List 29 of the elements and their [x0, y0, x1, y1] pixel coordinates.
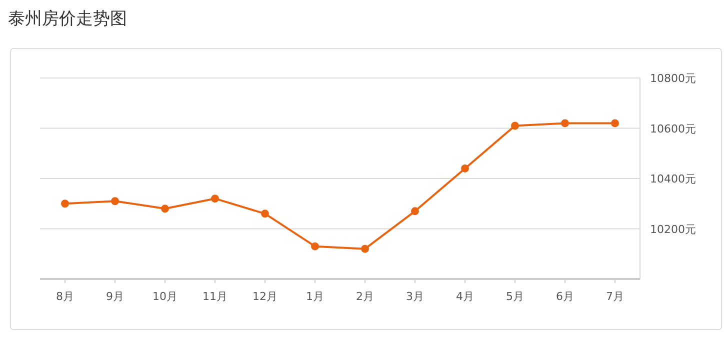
title: 泰州房价走势图 [8, 9, 127, 29]
point [211, 194, 219, 203]
y-tick-label: 10200元 [650, 222, 696, 236]
point [361, 244, 369, 253]
point [561, 119, 569, 128]
point [511, 122, 519, 130]
x-tick-label: 3月 [406, 290, 424, 303]
point [411, 207, 419, 216]
point [611, 119, 619, 128]
x-tick-label: 11月 [202, 290, 228, 303]
x-tick-label: 4月 [456, 290, 474, 303]
y-tick-label: 10400元 [650, 172, 696, 186]
point [311, 242, 319, 250]
x-tick-label: 9月 [106, 290, 124, 303]
x-tick-label: 10月 [152, 290, 178, 303]
x-tick-label: 1月 [306, 290, 324, 303]
point [261, 210, 269, 218]
point [161, 204, 169, 213]
point [61, 200, 69, 208]
x-tick-label: 2月 [356, 290, 374, 303]
point [461, 164, 469, 172]
x-tick-label: 5月 [506, 290, 524, 303]
x-tick-label: 8月 [56, 290, 74, 303]
y-tick-label: 10800元 [650, 72, 696, 85]
x-tick-label: 6月 [556, 290, 574, 303]
x-tick-label: 7月 [606, 290, 624, 303]
point [111, 197, 119, 206]
y-tick-label: 10600元 [650, 122, 696, 136]
x-tick-label: 12月 [252, 290, 278, 303]
